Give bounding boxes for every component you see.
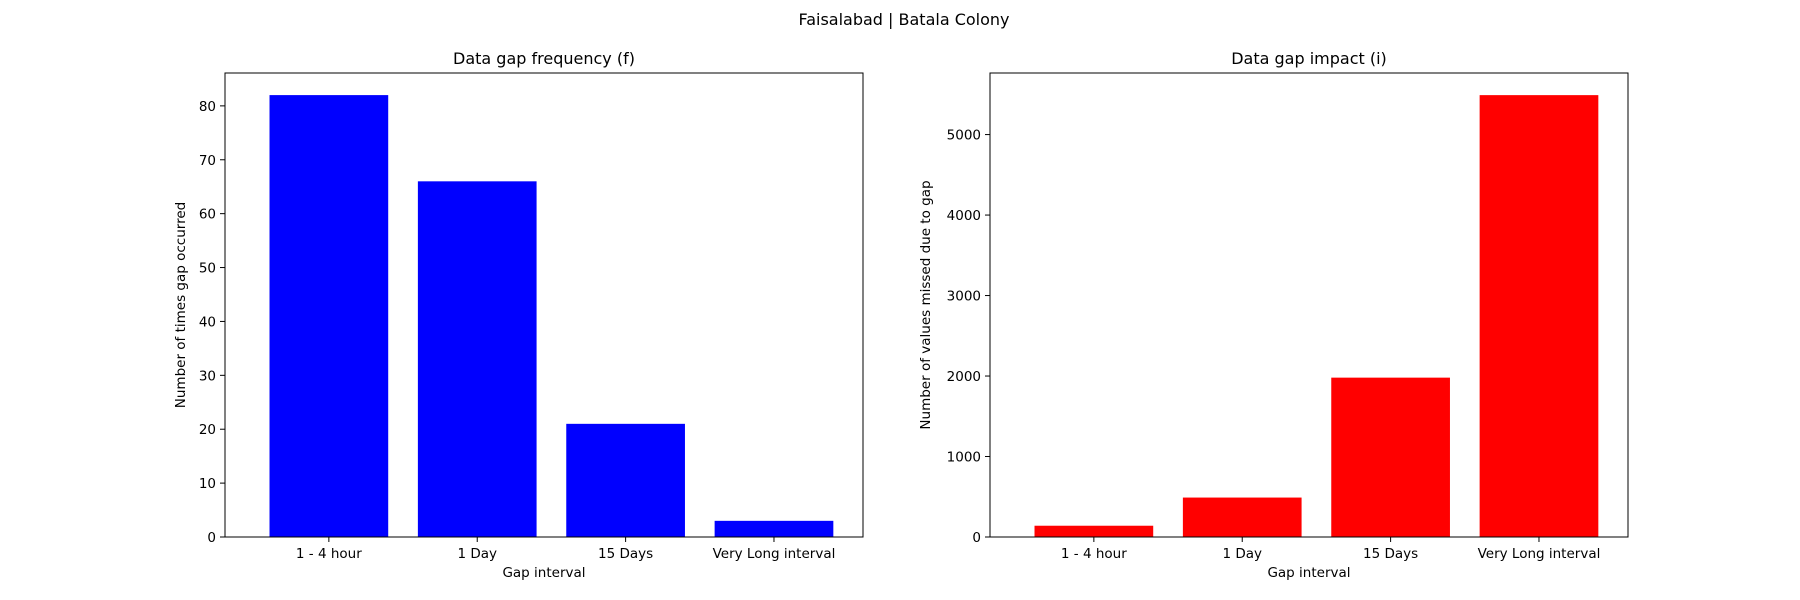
bar-2-2 — [1182, 497, 1302, 537]
x-tick-label: 15 Days — [1363, 546, 1418, 562]
x-tick-label: Very Long interval — [713, 546, 836, 562]
chart-panel-1: 0 10 20 30 40 50 60 70 80 1 - 4 hour 1 Day 15 Days V… — [173, 49, 864, 581]
bar-1-2 — [417, 181, 537, 537]
y-axis-label: Number of times gap occurred — [173, 202, 189, 408]
y-tick-label: 10 — [199, 476, 216, 492]
x-tick-label: 1 - 4 hour — [1061, 546, 1127, 562]
x-tick-label: 1 - 4 hour — [296, 546, 362, 562]
bar-2-3 — [1331, 377, 1450, 537]
x-axis-label: Gap interval — [502, 565, 585, 581]
axes-frame — [224, 72, 864, 538]
y-tick-label: 20 — [199, 422, 216, 438]
x-tick-label: 1 Day — [1222, 546, 1262, 562]
chart-panel-2: 0 1000 2000 3000 4000 5000 1 - 4 hour 1 Day 15 D… — [918, 49, 1629, 581]
bar-2-4 — [1479, 95, 1599, 537]
y-tick-label: 60 — [199, 207, 216, 223]
y-tick-label: 40 — [199, 314, 216, 330]
x-tick-label: Very Long interval — [1478, 546, 1601, 562]
axes-frame — [989, 72, 1629, 538]
x-tick-label: 15 Days — [598, 546, 653, 562]
y-tick-label: 2000 — [947, 369, 981, 385]
y-tick-label: 3000 — [947, 289, 981, 305]
y-tick-label: 30 — [199, 368, 216, 384]
x-axis-label: Gap interval — [1267, 565, 1350, 581]
bar-1-3 — [566, 423, 685, 537]
figure-title: Faisalabad | Batala Colony — [798, 10, 1009, 29]
y-tick-label: 0 — [972, 530, 981, 546]
bar-2-1 — [1034, 525, 1154, 537]
y-axis-label: Number of values missed due to gap — [918, 180, 934, 429]
y-tick-label: 1000 — [947, 450, 981, 466]
y-tick-label: 4000 — [947, 208, 981, 224]
y-tick-label: 0 — [207, 530, 216, 546]
bar-1-4 — [714, 520, 834, 537]
x-tick-label: 1 Day — [457, 546, 497, 562]
y-tick-label: 80 — [199, 99, 216, 115]
y-tick-label: 5000 — [947, 128, 981, 144]
panel-title: Data gap frequency (f) — [453, 49, 635, 68]
panel-title: Data gap impact (i) — [1231, 49, 1387, 68]
y-tick-label: 50 — [199, 261, 216, 277]
bar-1-1 — [269, 95, 389, 537]
y-tick-label: 70 — [199, 153, 216, 169]
